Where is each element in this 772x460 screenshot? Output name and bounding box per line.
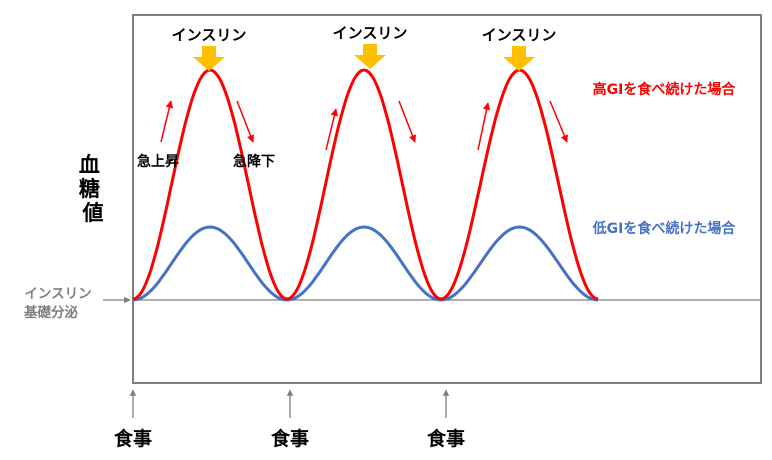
plot-frame (132, 14, 762, 384)
legend-high-gi: 高GIを食べ続けた場合 (593, 81, 737, 98)
legend-low-gi: 低GIを食べ続けた場合 (592, 220, 737, 237)
insulin-label-1: インスリン (172, 26, 247, 44)
high-gi-curve (132, 68, 599, 301)
rise-label: 急上昇 (137, 153, 179, 170)
fall-arrow-3 (549, 100, 568, 143)
rise-arrow-3 (477, 102, 491, 151)
fall-arrow-1 (236, 100, 255, 143)
insulin-arrow-1 (193, 46, 225, 71)
insulin-label-3: インスリン (482, 26, 557, 44)
rise-arrow-2 (325, 108, 339, 151)
y-axis-label: 血 糖 値 (79, 153, 107, 225)
fall-arrow-2 (398, 100, 417, 143)
baseline-label-line2: 基礎分泌 (24, 304, 78, 321)
insulin-arrow-2 (354, 44, 386, 69)
low-gi-curve (132, 225, 599, 302)
meal-label-2: 食事 (271, 427, 309, 450)
baseline-label-line1: インスリン (24, 286, 91, 302)
meal-label-3: 食事 (427, 427, 465, 450)
insulin-arrow-3 (503, 46, 535, 71)
insulin-label-2: インスリン (333, 24, 408, 42)
rise-arrow-1 (160, 100, 174, 143)
meal-label-1: 食事 (114, 427, 152, 450)
fall-label: 急降下 (233, 153, 275, 170)
